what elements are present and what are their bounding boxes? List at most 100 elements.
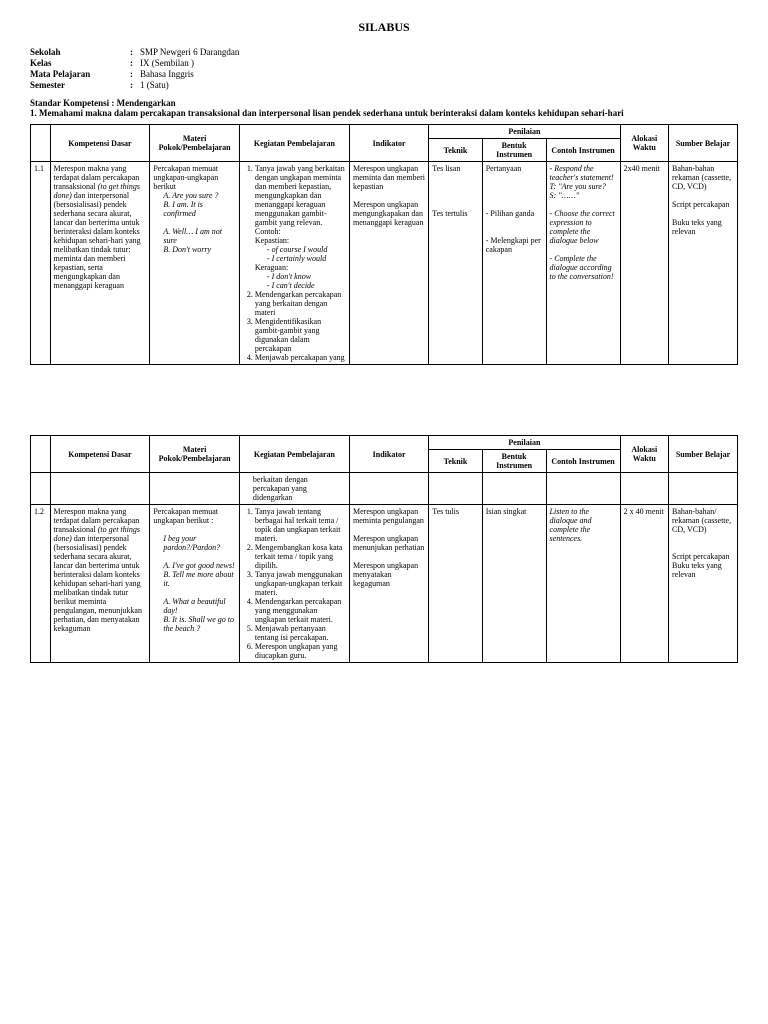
sumber-item: Script percakapan <box>672 552 734 561</box>
contoh-item: T: "Are you sure? <box>550 182 617 191</box>
table-row: berkaitan dengan percakapan yang didenga… <box>31 473 738 505</box>
cell-kegiatan: Tanya jawab tentang berbagai hal terkait… <box>239 505 349 663</box>
cell-bentuk: Isian singkat <box>482 505 546 663</box>
th-indikator: Indikator <box>350 125 429 162</box>
materi-head: Percakapan memuat ungkapan berikut : <box>153 507 236 525</box>
indikator-item: Merespon ungkapan mengungkapakan dan men… <box>353 200 425 227</box>
meta-colon: : <box>130 80 140 90</box>
meta-label: Sekolah <box>30 47 130 57</box>
kegiatan-bullet: of course I would <box>267 245 346 254</box>
cell-no: 1.1 <box>31 162 51 365</box>
contoh-item: - Choose the correct expression to compl… <box>550 209 617 245</box>
contoh-item: - Complete the dialogue according to the… <box>550 254 617 281</box>
cell-teknik: Tes tulis <box>429 505 483 663</box>
th-bentuk: Bentuk Instrumen <box>482 450 546 473</box>
syllabus-table-2: Kompetensi Dasar Materi Pokok/Pembelajar… <box>30 435 738 663</box>
bentuk-item: Pertanyaan <box>486 164 543 173</box>
table-header-row: Kompetensi Dasar Materi Pokok/Pembelajar… <box>31 125 738 139</box>
kegiatan-item: Mendengarkan percakapan yang menggunakan… <box>255 597 346 624</box>
cell-teknik: Tes lisan Tes tertulis <box>429 162 483 365</box>
sumber-item: Bahan-bahan/ rekaman (cassette, CD, VCD) <box>672 507 734 534</box>
kegiatan-item: Tanya jawab yang berkaitan dengan ungkap… <box>255 164 346 290</box>
contoh-item: S: "……" <box>550 191 617 200</box>
meta-label: Semester <box>30 80 130 90</box>
contoh-item: - Respond the teacher's statement! <box>550 164 617 182</box>
meta-label: Kelas <box>30 58 130 68</box>
meta-colon: : <box>130 58 140 68</box>
kegiatan-item: Menjawab pertanyaan tentang isi percakap… <box>255 624 346 642</box>
kegiatan-item: Mendengarkan percakapan yang berkaitan d… <box>255 290 346 317</box>
indikator-item: Merespon ungkapan menyatakan kegaguman <box>353 561 425 588</box>
th-kegiatan: Kegiatan Pembelajaran <box>239 436 349 473</box>
th-contoh: Contoh Instrumen <box>546 450 620 473</box>
kegiatan-item: Tanya jawab menggunakan ungkapan-ungkapa… <box>255 570 346 597</box>
kegiatan-item: Mengidentifikasikan gambit-gambit yang d… <box>255 317 346 353</box>
cell-alokasi: 2x40 menit <box>620 162 668 365</box>
indikator-item: Merespon ungkapan meminta pengulangan <box>353 507 425 525</box>
meta-colon: : <box>130 69 140 79</box>
materi-head: Percakapan memuat ungkapan-ungkapan beri… <box>153 164 236 191</box>
meta-value: Bahasa Inggris <box>140 69 194 79</box>
kegiatan-sub: Keraguan: <box>255 263 346 272</box>
cell-kegiatan: Tanya jawab yang berkaitan dengan ungkap… <box>239 162 349 365</box>
sumber-item: Buku teks yang relevan <box>672 561 734 579</box>
cell-kegiatan-cont: berkaitan dengan percakapan yang didenga… <box>239 473 349 505</box>
bentuk-item: - Melengkapi per cakapan <box>486 236 543 254</box>
standar-label: Standar Kompetensi : Mendengarkan <box>30 98 738 108</box>
materi-line: I beg your pardon?/Pardon? <box>163 534 236 552</box>
th-alokasi: Alokasi Waktu <box>620 436 668 473</box>
kegiatan-sub: Kepastian: <box>255 236 346 245</box>
meta-row-semester: Semester : 1 (Satu) <box>30 80 738 90</box>
th-sumber: Sumber Belajar <box>668 436 737 473</box>
cell-sumber: Bahan-bahan/ rekaman (cassette, CD, VCD)… <box>668 505 737 663</box>
indikator-item: Merespon ungkapan menunjukan perhatian <box>353 534 425 552</box>
materi-line: A. What a beautiful day! <box>163 597 236 615</box>
kegiatan-text: Tanya jawab yang berkaitan dengan ungkap… <box>255 164 345 236</box>
kegiatan-item: Mengembangkan kosa kata terkait tema / t… <box>255 543 346 570</box>
meta-value: IX (Sembilan ) <box>140 58 194 68</box>
materi-line: A. Are you sure ? <box>163 191 236 200</box>
th-teknik: Teknik <box>429 450 483 473</box>
th-penilaian: Penilaian <box>429 125 620 139</box>
table-header-row: Kompetensi Dasar Materi Pokok/Pembelajar… <box>31 436 738 450</box>
materi-line: A. I've got good news! <box>163 561 236 570</box>
meta-row-sekolah: Sekolah : SMP Newgeri 6 Darangdan <box>30 47 738 57</box>
indikator-item: Merespon ungkapan meminta dan memberi ke… <box>353 164 425 191</box>
table-row: 1.2 Merespon makna yang terdapat dalam p… <box>31 505 738 663</box>
kd-text: dan interpersonal (bersosialisasi) pende… <box>54 534 142 633</box>
cell-kd: Merespon makna yang terdapat dalam perca… <box>50 505 150 663</box>
page-title: SILABUS <box>30 20 738 35</box>
kegiatan-bullet: I can't decide <box>267 281 346 290</box>
kegiatan-item: Tanya jawab tentang berbagai hal terkait… <box>255 507 346 543</box>
sumber-item: Buku teks yang relevan <box>672 218 734 236</box>
kegiatan-item: Merespon ungkapan yang diucapkan guru. <box>255 642 346 660</box>
materi-line: B. Tell me more about it. <box>163 570 236 588</box>
cell-no: 1.2 <box>31 505 51 663</box>
th-sumber: Sumber Belajar <box>668 125 737 162</box>
kd-text: dan interpersonal (bersosialisasi) pende… <box>54 191 141 290</box>
materi-line: A. Well… I am not sure <box>163 227 236 245</box>
teknik-item: Tes lisan <box>432 164 479 173</box>
cell-kd: Merespon makna yang terdapat dalam perca… <box>50 162 150 365</box>
cell-alokasi: 2 x 40 menit <box>620 505 668 663</box>
cell-materi: Percakapan memuat ungkapan berikut : I b… <box>150 505 240 663</box>
cell-contoh: - Respond the teacher's statement! T: "A… <box>546 162 620 365</box>
materi-line: B. It is. Shall we go to the beach ? <box>163 615 236 633</box>
materi-line: B. Don't worry <box>163 245 236 254</box>
cell-bentuk: Pertanyaan - Pilihan ganda - Melengkapi … <box>482 162 546 365</box>
th-materi: Materi Pokok/Pembelajaran <box>150 436 240 473</box>
kegiatan-item: Menjawab percakapan yang <box>255 353 346 362</box>
meta-label: Mata Pelajaran <box>30 69 130 79</box>
meta-row-kelas: Kelas : IX (Sembilan ) <box>30 58 738 68</box>
th-teknik: Teknik <box>429 139 483 162</box>
table-row: 1.1 Merespon makna yang terdapat dalam p… <box>31 162 738 365</box>
meta-colon: : <box>130 47 140 57</box>
th-materi: Materi Pokok/Pembelajaran <box>150 125 240 162</box>
th-kd: Kompetensi Dasar <box>50 436 150 473</box>
cell-indikator: Merespon ungkapan meminta pengulangan Me… <box>350 505 429 663</box>
kegiatan-bullet: I certainly would <box>267 254 346 263</box>
th-kegiatan: Kegiatan Pembelajaran <box>239 125 349 162</box>
th-contoh: Contoh Instrumen <box>546 139 620 162</box>
th-indikator: Indikator <box>350 436 429 473</box>
sumber-item: Bahan-bahan rekaman (cassette, CD, VCD) <box>672 164 734 191</box>
